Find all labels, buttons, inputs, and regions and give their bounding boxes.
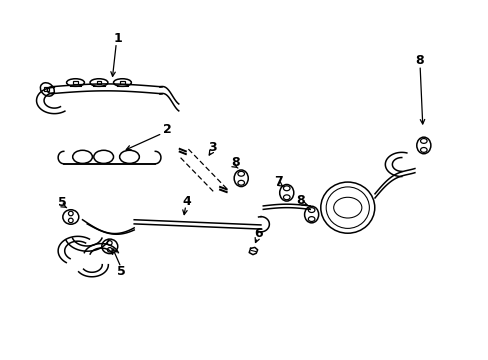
Text: 8: 8 <box>414 54 423 67</box>
Text: 2: 2 <box>163 123 171 136</box>
Text: 1: 1 <box>113 32 122 45</box>
Text: 8: 8 <box>230 156 239 169</box>
Text: 5: 5 <box>59 196 67 209</box>
Text: 5: 5 <box>117 265 125 278</box>
Bar <box>44 87 49 91</box>
Bar <box>120 81 124 84</box>
Bar <box>73 81 78 84</box>
Text: 8: 8 <box>296 194 305 207</box>
Text: 6: 6 <box>254 227 263 240</box>
Bar <box>97 81 101 84</box>
Text: 4: 4 <box>183 195 191 208</box>
Text: 3: 3 <box>208 141 217 154</box>
Text: 7: 7 <box>273 175 282 188</box>
